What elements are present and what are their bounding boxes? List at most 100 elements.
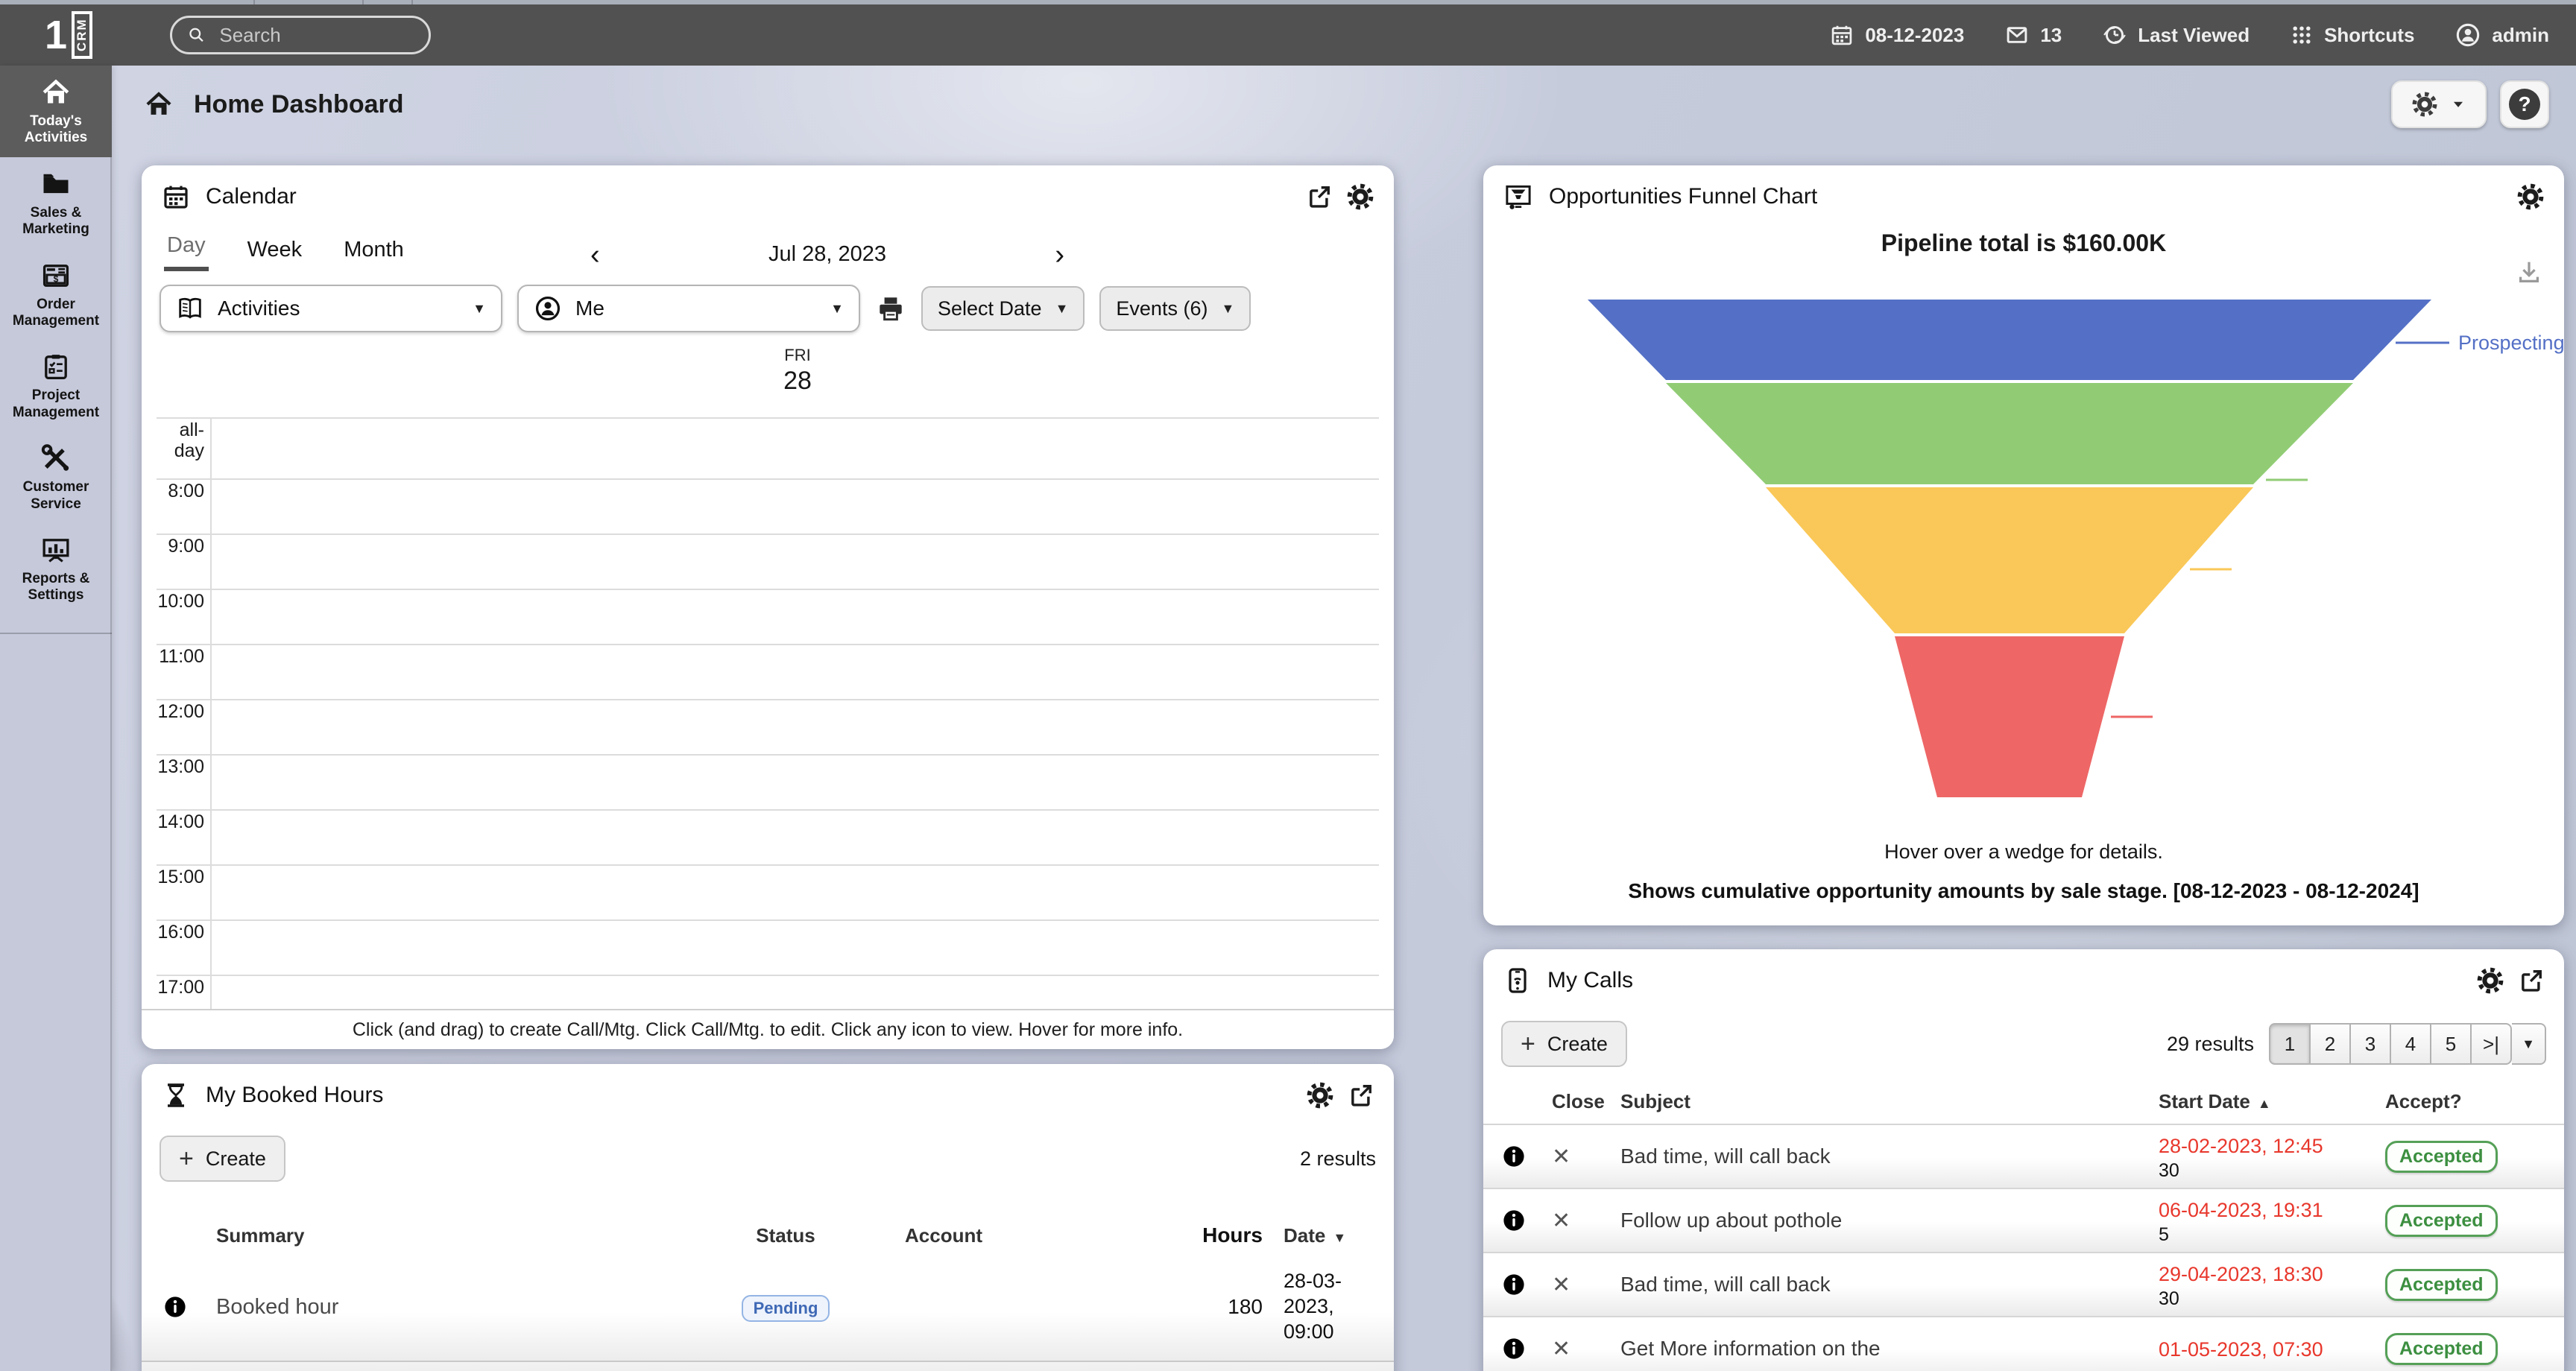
topbar-shortcuts[interactable]: Shortcuts	[2290, 23, 2414, 47]
funnel-wedge-prospecting[interactable]	[1588, 300, 2431, 380]
booked-hour-summary[interactable]: Booked hour	[216, 1294, 339, 1319]
hour-row-12[interactable]: 12:00	[157, 699, 1379, 754]
gear-icon	[2411, 91, 2438, 118]
hour-row-13[interactable]: 13:00	[157, 754, 1379, 809]
call-subject[interactable]: Bad time, will call back	[1620, 1144, 1831, 1168]
sidebar-item-todays-activities[interactable]: Today's Activities	[0, 66, 112, 157]
create-booked-hour-button[interactable]: + Create	[160, 1136, 285, 1182]
sidebar-item-customer-service[interactable]: Customer Service	[0, 431, 112, 523]
hour-row-14[interactable]: 14:00	[157, 809, 1379, 864]
page-button-1[interactable]: 1	[2269, 1023, 2311, 1065]
call-duration: 30	[2159, 1160, 2179, 1181]
page-button-4[interactable]: 4	[2390, 1023, 2431, 1065]
sidebar-item-label: Order Management	[12, 296, 100, 329]
page-settings-button[interactable]	[2391, 80, 2487, 128]
hour-row-10[interactable]: 10:00	[157, 589, 1379, 644]
tab-week[interactable]: Week	[247, 238, 303, 262]
page-size-dropdown[interactable]: ▼	[2512, 1023, 2546, 1065]
open-external-icon[interactable]	[1306, 183, 1333, 210]
call-row[interactable]: ✕ Follow up about pothole 06-04-2023, 19…	[1483, 1188, 2564, 1252]
call-row[interactable]: ✕ Get More information on the 01-05-2023…	[1483, 1316, 2564, 1371]
info-icon[interactable]	[1501, 1208, 1527, 1233]
close-call-icon[interactable]: ✕	[1552, 1144, 1571, 1169]
hour-row-9[interactable]: 9:00	[157, 533, 1379, 589]
call-row[interactable]: ✕ Bad time, will call back 29-04-2023, 1…	[1483, 1252, 2564, 1316]
hour-row-8[interactable]: 8:00	[157, 478, 1379, 533]
gear-icon[interactable]	[1346, 183, 1374, 211]
sidebar-item-order-management[interactable]: Order Management	[0, 249, 112, 341]
sidebar-item-sales-marketing[interactable]: Sales & Marketing	[0, 157, 112, 249]
info-icon[interactable]	[1501, 1272, 1527, 1297]
call-start-date: 28-02-2023, 12:45	[2159, 1135, 2323, 1157]
info-icon[interactable]	[1501, 1144, 1527, 1169]
page-button-3[interactable]: 3	[2349, 1023, 2391, 1065]
my-calls-title: My Calls	[1547, 968, 1634, 992]
accept-status-badge[interactable]: Accepted	[2385, 1140, 2498, 1173]
all-day-row[interactable]: all-day	[157, 417, 1379, 478]
sidebar-item-label: Project Management	[12, 387, 100, 420]
tab-month[interactable]: Month	[344, 238, 404, 262]
funnel-wedge-stage3[interactable]	[1766, 487, 2253, 633]
col-date[interactable]: Date ▼	[1284, 1223, 1347, 1247]
select-date-button[interactable]: Select Date ▼	[921, 286, 1085, 331]
col-start-date[interactable]: Start Date ▲	[2159, 1089, 2271, 1112]
user-filter-select[interactable]: Me ▼	[517, 285, 860, 332]
page-button-2[interactable]: 2	[2309, 1023, 2351, 1065]
accept-status-badge[interactable]: Accepted	[2385, 1268, 2498, 1301]
sidebar-item-reports-settings[interactable]: Reports & Settings	[0, 523, 112, 615]
info-icon[interactable]	[1501, 1336, 1527, 1361]
call-row[interactable]: ✕ Bad time, will call back 28-02-2023, 1…	[1483, 1124, 2564, 1188]
calendar-current-date[interactable]: Jul 28, 2023	[768, 242, 886, 266]
next-day-button[interactable]: ›	[1055, 238, 1064, 270]
plus-icon: +	[1521, 1030, 1535, 1058]
call-duration: 5	[2159, 1224, 2169, 1245]
close-call-icon[interactable]: ✕	[1552, 1336, 1571, 1361]
logo-crm-text: CRM	[72, 11, 93, 59]
open-external-icon[interactable]	[1348, 1082, 1374, 1109]
calendar-icon	[161, 182, 191, 212]
hour-row-15[interactable]: 15:00	[157, 864, 1379, 919]
info-icon[interactable]	[162, 1294, 188, 1320]
open-external-icon[interactable]	[2518, 967, 2545, 994]
events-button[interactable]: Events (6) ▼	[1099, 286, 1251, 331]
download-chart-icon[interactable]	[2515, 258, 2543, 286]
topbar-last-viewed[interactable]: Last Viewed	[2102, 22, 2250, 48]
call-subject[interactable]: Get More information on the	[1620, 1337, 1881, 1360]
page-last-button[interactable]: >|	[2470, 1023, 2512, 1065]
close-call-icon[interactable]: ✕	[1552, 1208, 1571, 1233]
gear-icon[interactable]	[2476, 966, 2504, 995]
call-subject[interactable]: Follow up about pothole	[1620, 1209, 1843, 1232]
call-start-date: 06-04-2023, 19:31	[2159, 1199, 2323, 1221]
prev-day-button[interactable]: ‹	[590, 238, 600, 270]
booked-hour-row[interactable]: Booked hour Pending 180 28-03-2023, 09:0…	[142, 1253, 1394, 1362]
tab-day[interactable]: Day	[164, 233, 209, 271]
hour-row-17[interactable]: 17:00	[157, 975, 1379, 1010]
gear-icon[interactable]	[1306, 1081, 1334, 1109]
close-call-icon[interactable]: ✕	[1552, 1272, 1571, 1297]
calendar-panel: Calendar Day Week Month ‹ Jul 28, 2023 ›…	[142, 165, 1394, 1049]
funnel-wedge-stage2[interactable]	[1666, 383, 2353, 484]
app-logo[interactable]: 1 CRM	[45, 11, 93, 59]
topbar-mail[interactable]: 13	[2004, 22, 2062, 48]
help-button[interactable]: ?	[2500, 80, 2549, 128]
activity-type-select[interactable]: Activities ▼	[160, 285, 502, 332]
hour-row-16[interactable]: 16:00	[157, 919, 1379, 975]
print-icon[interactable]	[875, 293, 906, 324]
hour-row-11[interactable]: 11:00	[157, 644, 1379, 699]
call-subject[interactable]: Bad time, will call back	[1620, 1273, 1831, 1296]
book-icon	[176, 294, 204, 323]
accept-status-badge[interactable]: Accepted	[2385, 1204, 2498, 1237]
sidebar-item-project-management[interactable]: Project Management	[0, 340, 112, 431]
funnel-chart[interactable]: Prospecting	[1483, 285, 2564, 821]
create-call-button[interactable]: + Create	[1501, 1021, 1627, 1067]
search-input[interactable]	[216, 22, 414, 48]
accept-status-badge[interactable]: Accepted	[2385, 1332, 2498, 1365]
topbar-user-menu[interactable]: admin	[2455, 22, 2549, 48]
funnel-wedge-stage4[interactable]	[1895, 636, 2124, 797]
page-button-5[interactable]: 5	[2430, 1023, 2472, 1065]
gear-icon[interactable]	[2516, 183, 2545, 211]
topbar-date[interactable]: 08-12-2023	[1829, 22, 1964, 48]
global-search[interactable]	[170, 16, 432, 54]
calendar-day-grid[interactable]: all-day 8:00 9:00 10:00 11:00 12:00 13:0…	[157, 417, 1379, 1010]
